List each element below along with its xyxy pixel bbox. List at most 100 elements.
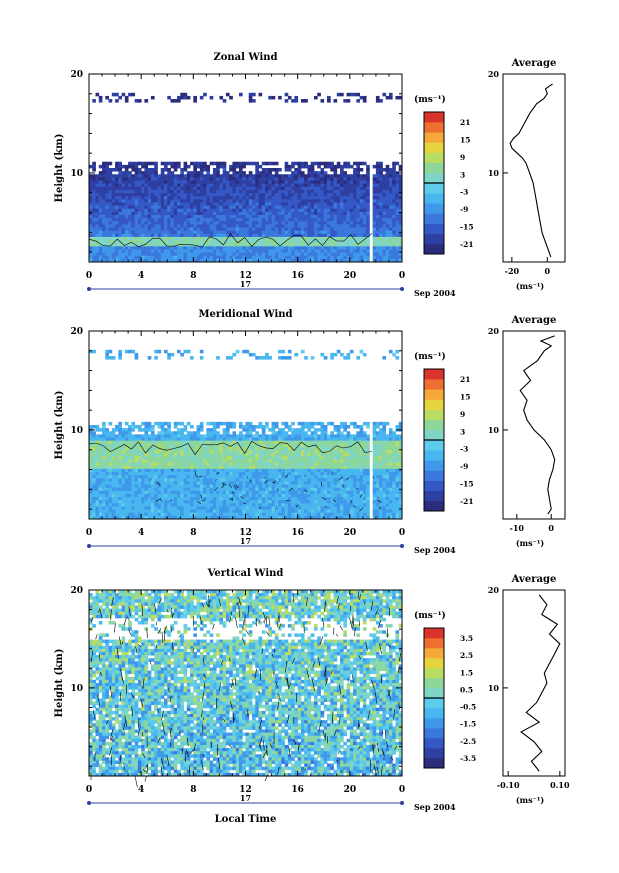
heatmap-cell [157,196,162,200]
heatmap-cell [102,421,106,426]
heatmap-cell [398,456,403,460]
heatmap-cell [278,243,282,247]
heatmap-cell [232,465,237,470]
heatmap-cell [395,472,400,476]
heatmap-cell [353,478,357,482]
heatmap-cell [209,465,214,470]
heatmap-cell [327,255,331,260]
heatmap-cell [98,453,103,457]
heatmap-cell [323,202,328,206]
heatmap-cell [105,450,109,454]
heatmap-cell [190,208,194,213]
heatmap-cell [274,168,279,172]
heatmap-cell [388,196,393,200]
heatmap-cell [115,186,119,191]
heatmap-cell [317,186,321,191]
heatmap-cell [379,456,383,460]
heatmap-cell [395,227,400,232]
heatmap-cell [398,472,403,476]
heatmap-cell [232,205,237,210]
heatmap-cell [392,437,396,442]
heatmap-cell [216,456,220,460]
heatmap-cell [261,183,266,188]
heatmap-cell [271,475,276,479]
heatmap-cell [124,252,129,257]
heatmap-cell [131,168,136,172]
heatmap-cell [144,189,149,194]
heatmap-cell [255,456,259,460]
heatmap-cell [154,208,158,213]
heatmap-cell [216,425,220,429]
heatmap-cell [317,258,321,263]
heatmap-cell [375,243,380,247]
heatmap-cell [95,478,100,482]
heatmap-cell [353,243,357,247]
heatmap-cell [362,221,367,225]
heatmap-cell [320,252,325,257]
heatmap-cell [212,437,217,442]
heatmap-cell [238,233,243,238]
heatmap-cell [297,258,302,263]
heatmap-cell [238,164,243,169]
heatmap-cell [121,437,126,442]
heatmap-cell [320,440,325,445]
heatmap-cell [193,196,197,200]
heatmap-cell [232,224,237,228]
heatmap-cell [141,230,145,235]
colorbar-band [424,243,444,255]
heatmap-cell [134,446,139,451]
heatmap-cell [271,205,276,210]
heatmap-cell [193,99,197,103]
heatmap-cell [170,215,175,219]
heatmap-cell [340,218,344,222]
heatmap-cell [291,183,295,188]
heatmap-cell [258,211,263,216]
heatmap-cell [291,446,295,451]
heatmap-cell [190,255,194,260]
heatmap-cell [359,177,364,181]
heatmap-cell [206,249,211,253]
heatmap-cell [216,224,220,228]
heatmap-cell [222,208,227,213]
heatmap-cell [382,211,387,216]
heatmap-cell [398,183,403,188]
heatmap-cell [229,456,233,460]
heatmap-cell [180,456,184,460]
heatmap-cell [137,177,142,181]
heatmap-cell [111,252,116,257]
heatmap-cell [333,462,338,467]
heatmap-cell [304,196,308,200]
heatmap-cell [271,218,276,222]
heatmap-cell [291,475,295,479]
heatmap-cell [343,180,347,185]
heatmap-cell [111,199,116,203]
heatmap-cell [196,468,201,473]
heatmap-cell [141,450,145,454]
heatmap-cell [238,475,243,479]
heatmap-cell [163,211,168,216]
heatmap-cell [124,462,129,467]
heatmap-cell [274,434,279,438]
heatmap-cell [173,249,178,253]
heatmap-cell [111,168,116,172]
heatmap-cell [150,440,155,445]
heatmap-cell [281,218,286,222]
heatmap-cell [346,446,351,451]
heatmap-cell [141,249,145,253]
heatmap-cell [118,481,122,485]
heatmap-cell [353,252,357,257]
heatmap-cell [382,177,387,181]
heatmap-cell [248,465,253,470]
heatmap-cell [180,478,184,482]
heatmap-cell [388,199,393,203]
heatmap-cell [300,428,305,432]
heatmap-cell [385,255,390,260]
heatmap-cell [388,246,393,250]
heatmap-cell [395,189,400,194]
heatmap-cell [242,246,246,250]
heatmap-cell [242,243,246,247]
heatmap-cell [287,462,292,467]
heatmap-cell [336,243,341,247]
heatmap-cell [372,428,377,432]
heatmap-cell [232,161,237,166]
